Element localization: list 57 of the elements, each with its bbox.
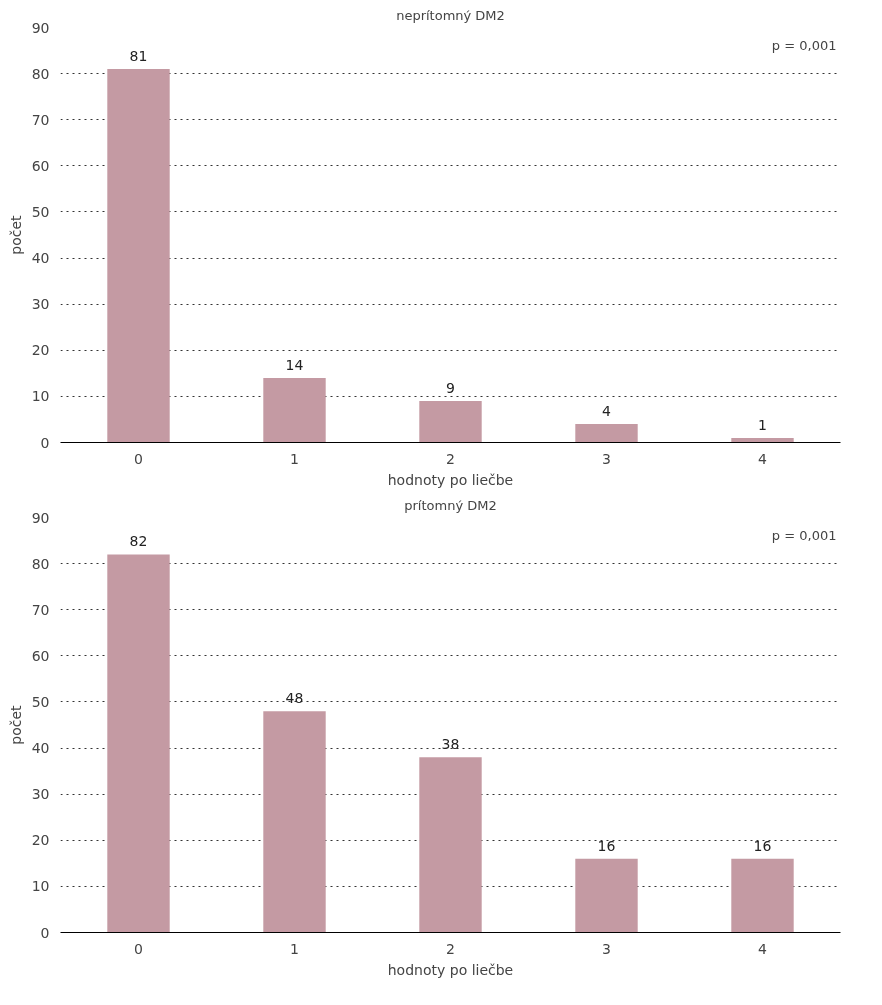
x-axis-title: hodnoty po liečbe xyxy=(387,961,514,978)
y-tick-label: 80 xyxy=(31,65,50,82)
y-tick-label: 20 xyxy=(31,832,50,849)
bar xyxy=(419,401,482,443)
x-tick-label: 3 xyxy=(602,940,611,957)
bar xyxy=(575,858,638,933)
y-tick-label: 60 xyxy=(31,157,50,174)
x-tick-label: 3 xyxy=(602,450,611,467)
y-tick-label: 90 xyxy=(31,509,50,526)
data-label: 82 xyxy=(129,533,148,550)
data-label: 9 xyxy=(446,380,455,396)
x-tick-label: 0 xyxy=(134,940,143,957)
data-label: 48 xyxy=(285,690,304,707)
y-tick-label: 10 xyxy=(31,878,50,895)
data-label: 38 xyxy=(441,736,460,753)
bar xyxy=(107,554,170,933)
y-tick-label: 70 xyxy=(31,601,50,618)
y-tick-label: 50 xyxy=(31,203,50,220)
y-tick-label: 30 xyxy=(31,786,50,803)
annotation: p = 0,001 xyxy=(771,37,837,53)
y-tick-label: 0 xyxy=(40,434,50,451)
x-tick-label: 0 xyxy=(134,450,143,467)
y-tick-label: 40 xyxy=(31,740,50,757)
data-label: 16 xyxy=(753,837,772,854)
y-tick-label: 80 xyxy=(31,555,50,572)
x-axis-title: hodnoty po liečbe xyxy=(387,471,514,488)
x-tick-label: 4 xyxy=(758,940,768,957)
bar xyxy=(731,858,794,933)
y-tick-label: 0 xyxy=(40,924,50,941)
data-label: 4 xyxy=(602,403,612,420)
y-tick-label: 10 xyxy=(31,388,50,405)
chart-title: prítomný DM2 xyxy=(404,497,497,513)
y-tick-label: 60 xyxy=(31,647,50,664)
y-tick-label: 40 xyxy=(31,250,50,267)
x-tick-label: 1 xyxy=(290,450,299,467)
bar xyxy=(575,424,638,443)
annotation: p = 0,001 xyxy=(771,527,837,543)
bar xyxy=(419,757,482,933)
y-tick-label: 20 xyxy=(31,342,50,359)
chart-title: neprítomný DM2 xyxy=(396,7,505,23)
bar xyxy=(263,711,326,933)
x-tick-label: 2 xyxy=(446,940,455,957)
y-axis-title: počet xyxy=(7,214,24,255)
bar xyxy=(263,377,326,443)
x-tick-label: 1 xyxy=(290,940,299,957)
x-tick-label: 4 xyxy=(758,450,768,467)
data-label: 14 xyxy=(285,356,304,373)
x-tick-label: 2 xyxy=(446,450,455,467)
data-label: 81 xyxy=(129,48,148,64)
y-tick-label: 50 xyxy=(31,693,50,710)
y-tick-label: 30 xyxy=(31,296,50,313)
data-label: 16 xyxy=(597,837,616,854)
y-tick-label: 70 xyxy=(31,111,50,128)
y-tick-label: 90 xyxy=(31,19,50,36)
bar xyxy=(107,69,170,443)
y-axis-title: počet xyxy=(7,704,24,745)
data-label: 1 xyxy=(758,416,767,433)
